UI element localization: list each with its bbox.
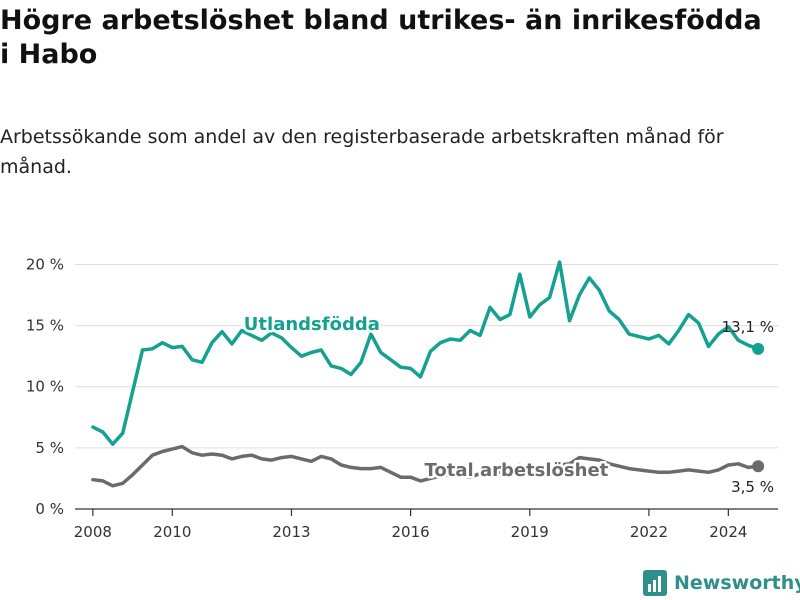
series-end-point [752, 342, 765, 355]
x-tick-label: 2024 [709, 523, 747, 541]
brand-name: Newsworthy [674, 572, 800, 594]
series-end-point [752, 460, 765, 473]
y-tick-label: 5 % [35, 439, 64, 457]
series-name-label: Total arbetslöshet [425, 460, 609, 481]
series-line [91, 260, 760, 446]
grid-lines: 0 % 5 % 10 % 15 % 20 % [26, 255, 778, 518]
x-axis: 2008 2010 2013 2016 2019 2022 2024 [74, 508, 778, 541]
x-tick-label: 2022 [630, 523, 668, 541]
series-group [91, 260, 765, 488]
x-tick-label: 2008 [74, 523, 112, 541]
series-name-label: Utlandsfödda [244, 314, 380, 335]
label-group: 13,1 % 3,5 % Utlandsfödda Total arbetslöshe… [241, 312, 774, 497]
newsworthy-logo-icon [643, 570, 667, 596]
y-tick-label: 0 % [35, 500, 64, 518]
y-tick-label: 20 % [26, 255, 64, 273]
x-tick-label: 2010 [153, 523, 191, 541]
series-end-label: 13,1 % [722, 318, 774, 336]
series-end-label: 3,5 % [731, 478, 774, 496]
series-line [91, 444, 760, 488]
newsworthy-logo[interactable]: Newsworthy [643, 568, 800, 598]
x-tick-label: 2013 [272, 523, 310, 541]
chart-subtitle: Arbetssökande som andel av den registerb… [0, 126, 724, 178]
y-tick-label: 10 % [26, 378, 64, 396]
x-tick-label: 2019 [511, 523, 549, 541]
chart-title: Högre arbetslöshet bland utrikes- än inr… [0, 5, 762, 70]
y-tick-label: 15 % [26, 317, 64, 335]
x-tick-label: 2016 [392, 523, 430, 541]
